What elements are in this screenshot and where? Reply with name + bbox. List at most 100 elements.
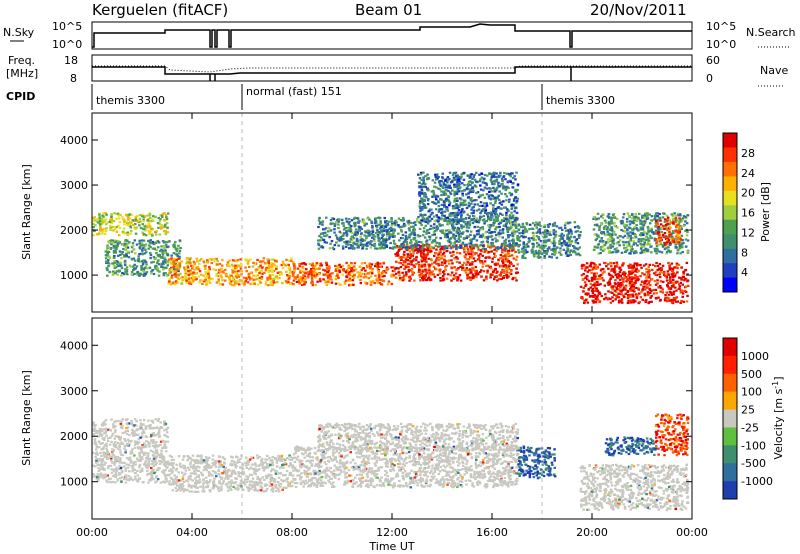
- power-cell: [463, 251, 466, 254]
- cpid-segment-3: themis 3300: [546, 94, 615, 107]
- power-cell: [403, 250, 406, 253]
- power-cell: [127, 218, 130, 221]
- power-cell: [337, 220, 340, 223]
- power-cell: [478, 173, 481, 176]
- power-cell: [326, 273, 329, 276]
- power-cell: [496, 279, 499, 282]
- power-cell: [123, 232, 126, 235]
- power-cell: [417, 268, 421, 272]
- power-cell: [344, 245, 348, 248]
- power-cell: [412, 237, 416, 240]
- power-cell: [417, 240, 421, 243]
- power-cell: [139, 244, 142, 247]
- power-cell: [414, 242, 417, 245]
- power-cell: [676, 264, 679, 267]
- power-cell: [395, 267, 398, 270]
- power-cell: [236, 259, 240, 262]
- power-cell: [552, 229, 556, 232]
- power-cell: [427, 198, 430, 201]
- power-cell: [422, 185, 426, 188]
- power-cell: [125, 270, 129, 273]
- power-cell: [638, 301, 641, 304]
- power-cell: [491, 224, 495, 227]
- power-cell: [357, 220, 360, 223]
- power-cell: [402, 256, 405, 259]
- power-cell: [638, 212, 641, 215]
- power-cell: [606, 226, 609, 229]
- power-cell: [98, 216, 101, 219]
- power-cell: [543, 251, 546, 254]
- power-cell: [490, 250, 493, 253]
- power-cell: [379, 243, 383, 246]
- power-cell: [253, 278, 256, 281]
- freq-tick-bottom: 8: [70, 72, 77, 85]
- power-cell: [437, 259, 441, 262]
- power-cell: [671, 267, 674, 270]
- power-cell: [194, 276, 197, 279]
- power-cell: [527, 245, 530, 248]
- power-cell: [648, 284, 652, 287]
- power-cell: [356, 231, 359, 234]
- power-cell: [449, 222, 452, 225]
- power-cell: [443, 273, 446, 276]
- power-cell: [322, 278, 325, 281]
- power-cell: [249, 271, 253, 274]
- power-cell: [203, 280, 206, 283]
- power-cell: [489, 198, 493, 201]
- power-cell: [507, 200, 511, 204]
- power-cell: [481, 262, 485, 265]
- power-cell: [459, 246, 463, 249]
- power-cell: [467, 226, 471, 229]
- power-cell: [134, 259, 137, 262]
- power-cell: [331, 217, 334, 220]
- power-cell: [572, 249, 576, 252]
- power-cell: [665, 291, 669, 294]
- power-cell: [138, 217, 142, 220]
- power-cell: [639, 283, 643, 286]
- power-cell: [385, 268, 388, 271]
- power-cell: [411, 246, 415, 249]
- power-cell: [543, 231, 547, 234]
- power-cell: [142, 244, 146, 247]
- power-cell: [469, 276, 473, 279]
- power-cell: [369, 283, 373, 286]
- power-cell: [604, 293, 607, 296]
- power-cell: [260, 270, 263, 273]
- power-cell: [406, 236, 410, 239]
- power-cell: [485, 236, 489, 239]
- power-cell: [145, 229, 148, 232]
- power-cell: [174, 240, 177, 244]
- power-cell: [378, 217, 382, 220]
- power-cell: [429, 278, 432, 281]
- power-cell: [254, 275, 257, 278]
- power-cell: [304, 278, 307, 281]
- power-cell: [674, 286, 677, 289]
- power-cell: [190, 264, 193, 267]
- power-cell: [538, 251, 542, 254]
- power-cell: [129, 232, 132, 235]
- power-cell: [505, 274, 509, 277]
- power-cell: [413, 228, 417, 231]
- power-cell: [483, 196, 487, 199]
- power-cell: [627, 264, 631, 268]
- power-cell: [374, 217, 377, 220]
- power-cell: [419, 275, 422, 278]
- power-cell: [345, 231, 348, 234]
- power-cell: [141, 244, 144, 247]
- power-cell: [428, 272, 431, 275]
- power-cell: [467, 183, 470, 186]
- power-cell: [370, 221, 373, 225]
- power-cell: [149, 252, 152, 255]
- power-cell: [463, 255, 466, 258]
- power-cell: [412, 229, 415, 232]
- power-cell: [661, 264, 665, 267]
- power-cell: [161, 249, 165, 252]
- power-cell: [343, 282, 347, 285]
- power-cell: [375, 221, 378, 224]
- power-cell: [686, 273, 689, 276]
- power-cell: [349, 238, 353, 241]
- power-cell: [461, 243, 464, 246]
- power-cell: [482, 189, 485, 192]
- date-title: 20/Nov/2011: [590, 1, 687, 19]
- power-cell: [577, 253, 580, 256]
